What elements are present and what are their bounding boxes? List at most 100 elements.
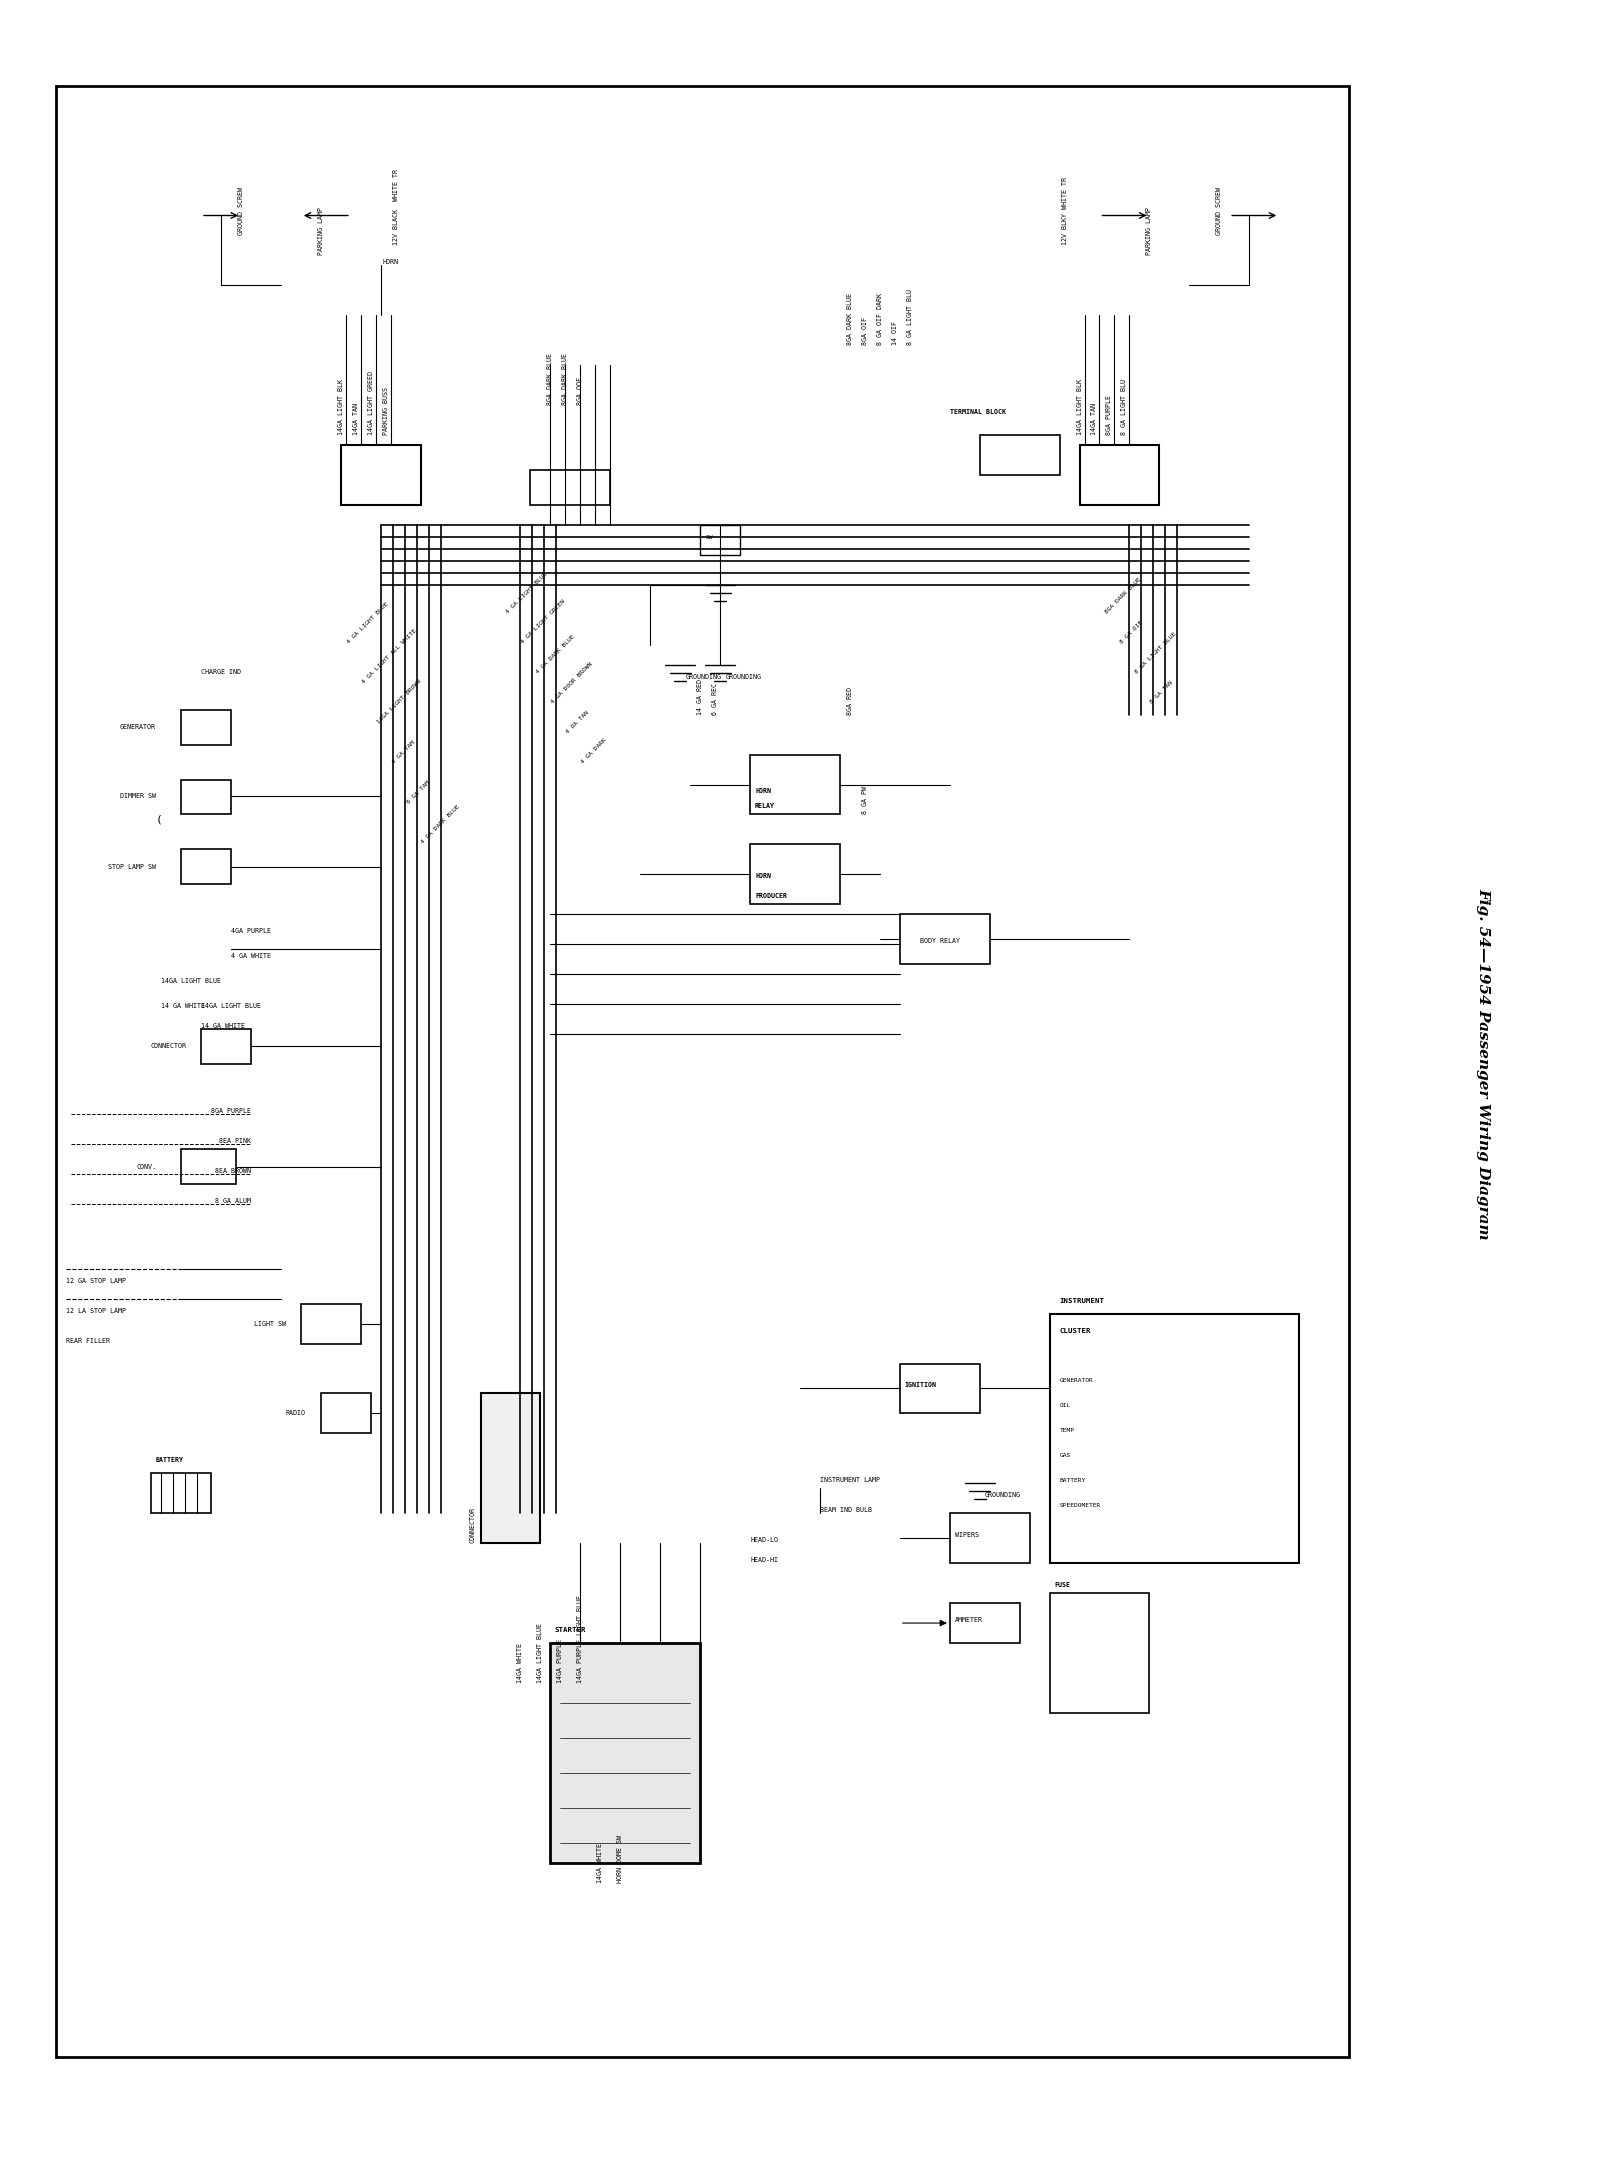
Text: 4 GA DARK BLUE: 4 GA DARK BLUE bbox=[536, 634, 576, 675]
Text: GENERATOR: GENERATOR bbox=[120, 723, 157, 729]
Bar bbox=[150, 1474, 211, 1513]
Text: CONNECTOR: CONNECTOR bbox=[150, 1043, 186, 1050]
Text: HORN: HORN bbox=[755, 788, 771, 794]
Text: 14GA LIGHT GREED: 14GA LIGHT GREED bbox=[368, 370, 374, 435]
Text: STARTER: STARTER bbox=[555, 1627, 586, 1634]
Text: IGNITION: IGNITION bbox=[906, 1383, 938, 1389]
Text: 14GA TAN: 14GA TAN bbox=[1091, 403, 1098, 435]
Bar bbox=[750, 844, 840, 905]
Text: PARKING BUSS: PARKING BUSS bbox=[382, 387, 389, 435]
Bar bbox=[480, 1394, 541, 1543]
Text: GAS: GAS bbox=[1059, 1454, 1070, 1459]
Text: 12V BLACK  WHITE TR: 12V BLACK WHITE TR bbox=[392, 169, 398, 245]
Text: GENERATOR: GENERATOR bbox=[1059, 1378, 1093, 1383]
Text: LIGHT SW: LIGHT SW bbox=[254, 1320, 286, 1327]
Bar bbox=[181, 1149, 235, 1184]
Text: OIL: OIL bbox=[1059, 1404, 1070, 1409]
Text: 14 GA WHITE: 14 GA WHITE bbox=[202, 1024, 245, 1030]
Text: 8EA BROWN: 8EA BROWN bbox=[214, 1169, 251, 1173]
Text: 8GA RED: 8GA RED bbox=[846, 686, 853, 714]
Text: CONV.: CONV. bbox=[136, 1164, 157, 1171]
Text: HORN DOME SW: HORN DOME SW bbox=[618, 1835, 624, 1883]
Text: BEAM IND BULB: BEAM IND BULB bbox=[819, 1508, 872, 1513]
Text: 8 GA TAN: 8 GA TAN bbox=[1149, 679, 1174, 705]
Bar bbox=[950, 1604, 1019, 1642]
Bar bbox=[341, 446, 421, 504]
Text: 8 GA PW: 8 GA PW bbox=[862, 786, 867, 814]
Text: 8 GA LIGHT BLUE: 8 GA LIGHT BLUE bbox=[1134, 632, 1178, 675]
Bar bbox=[899, 915, 990, 965]
Text: 8EA PINK: 8EA PINK bbox=[219, 1138, 251, 1145]
Text: 14GA LIGHT BLUE: 14GA LIGHT BLUE bbox=[202, 1004, 261, 1008]
Text: CHARGE IND: CHARGE IND bbox=[202, 669, 242, 675]
Text: 14 GA WHITE: 14 GA WHITE bbox=[162, 1004, 205, 1008]
Text: REAR FILLER: REAR FILLER bbox=[66, 1337, 110, 1344]
Text: 4GA PURPLE: 4GA PURPLE bbox=[230, 928, 270, 935]
Text: 14GA PURPLE LIGHT BLUE: 14GA PURPLE LIGHT BLUE bbox=[578, 1595, 584, 1684]
Text: HORN: HORN bbox=[755, 874, 771, 879]
Text: CLUSTER: CLUSTER bbox=[1059, 1327, 1091, 1333]
Text: WIPERS: WIPERS bbox=[955, 1532, 979, 1539]
Text: TEMP: TEMP bbox=[1059, 1428, 1075, 1433]
Text: 8 GA ALUM: 8 GA ALUM bbox=[214, 1199, 251, 1203]
Bar bbox=[950, 1513, 1030, 1562]
Bar bbox=[550, 1642, 701, 1863]
Bar bbox=[181, 850, 230, 885]
Text: RADIO: RADIO bbox=[286, 1411, 306, 1417]
Text: SW: SW bbox=[706, 535, 712, 541]
Text: GROUNDING: GROUNDING bbox=[725, 673, 762, 679]
Text: 14GA LIGHT BLK: 14GA LIGHT BLK bbox=[1077, 379, 1083, 435]
Text: 8GA DARK BLUE: 8GA DARK BLUE bbox=[563, 353, 568, 405]
Text: HORN: HORN bbox=[382, 260, 398, 266]
Text: GROUNDING: GROUNDING bbox=[984, 1493, 1021, 1497]
Text: HEAD-HI: HEAD-HI bbox=[750, 1558, 778, 1562]
Text: BODY RELAY: BODY RELAY bbox=[920, 939, 960, 944]
Text: BATTERY: BATTERY bbox=[1059, 1478, 1086, 1482]
Text: GROUND SCREW: GROUND SCREW bbox=[238, 188, 243, 236]
Text: CONNECTOR: CONNECTOR bbox=[469, 1506, 475, 1543]
Text: 12V BLKY WHITE TR: 12V BLKY WHITE TR bbox=[1061, 177, 1067, 245]
Bar bbox=[1050, 1593, 1149, 1714]
Text: 14GA PURPLE: 14GA PURPLE bbox=[557, 1638, 563, 1684]
Bar bbox=[56, 87, 1349, 2058]
Bar bbox=[531, 470, 610, 504]
Text: 14 OIF: 14 OIF bbox=[891, 320, 898, 346]
Text: 4 GA WHITE: 4 GA WHITE bbox=[230, 952, 270, 959]
Bar bbox=[181, 779, 230, 814]
Text: 8GA DARK BLUE: 8GA DARK BLUE bbox=[846, 294, 853, 346]
Text: 4 GA LIGHT ALL WHITE: 4 GA LIGHT ALL WHITE bbox=[360, 628, 418, 684]
Text: 4 GA TAM: 4 GA TAM bbox=[390, 740, 416, 764]
Text: 8GA OOF: 8GA OOF bbox=[578, 377, 584, 405]
Text: Fig. 54—1954 Passenger Wiring Diagram: Fig. 54—1954 Passenger Wiring Diagram bbox=[1477, 887, 1491, 1240]
Bar bbox=[301, 1303, 360, 1344]
Text: 8GA PURPLE: 8GA PURPLE bbox=[211, 1108, 251, 1114]
Text: 14GA WHITE: 14GA WHITE bbox=[597, 1842, 603, 1883]
Text: 14GA LIGHT BLUE: 14GA LIGHT BLUE bbox=[162, 978, 221, 985]
Text: DIMMER SW: DIMMER SW bbox=[120, 794, 157, 799]
Text: BATTERY: BATTERY bbox=[157, 1456, 184, 1463]
Text: 4 GA DARK: 4 GA DARK bbox=[581, 738, 608, 764]
Text: SPEEDOMETER: SPEEDOMETER bbox=[1059, 1504, 1101, 1508]
Text: 8GA DARK BLUE: 8GA DARK BLUE bbox=[1104, 578, 1142, 615]
Text: 14GA WHITE: 14GA WHITE bbox=[517, 1642, 523, 1684]
Text: 14GA TAN: 14GA TAN bbox=[352, 403, 358, 435]
Text: AMMETER: AMMETER bbox=[955, 1617, 982, 1623]
Text: 14 GA RED: 14 GA RED bbox=[698, 679, 702, 714]
Bar bbox=[202, 1030, 251, 1065]
Bar bbox=[181, 710, 230, 744]
Text: RELAY: RELAY bbox=[755, 803, 774, 809]
Text: 8 GA OIF: 8 GA OIF bbox=[1120, 621, 1144, 645]
Text: 4 GA DARK BLUE: 4 GA DARK BLUE bbox=[421, 803, 461, 844]
Bar bbox=[701, 526, 741, 554]
Text: 6 GA TAM: 6 GA TAM bbox=[406, 779, 430, 805]
Text: PARKING LAMP: PARKING LAMP bbox=[318, 208, 323, 255]
Text: PRODUCER: PRODUCER bbox=[755, 894, 787, 900]
Text: FUSE: FUSE bbox=[1054, 1582, 1070, 1588]
Text: 8GA DARK BLUE: 8GA DARK BLUE bbox=[547, 353, 554, 405]
Text: 8 GA LIGHT BLU: 8 GA LIGHT BLU bbox=[907, 290, 914, 346]
Text: 8 GA OIF DARK: 8 GA OIF DARK bbox=[877, 294, 883, 346]
Text: 4 GA LIGHT BLUE: 4 GA LIGHT BLUE bbox=[346, 602, 389, 645]
Text: 12 GA STOP LAMP: 12 GA STOP LAMP bbox=[66, 1277, 126, 1283]
Text: 6 GA REC: 6 GA REC bbox=[712, 682, 718, 714]
Text: 4 GA DOOR BROWN: 4 GA DOOR BROWN bbox=[550, 662, 594, 705]
